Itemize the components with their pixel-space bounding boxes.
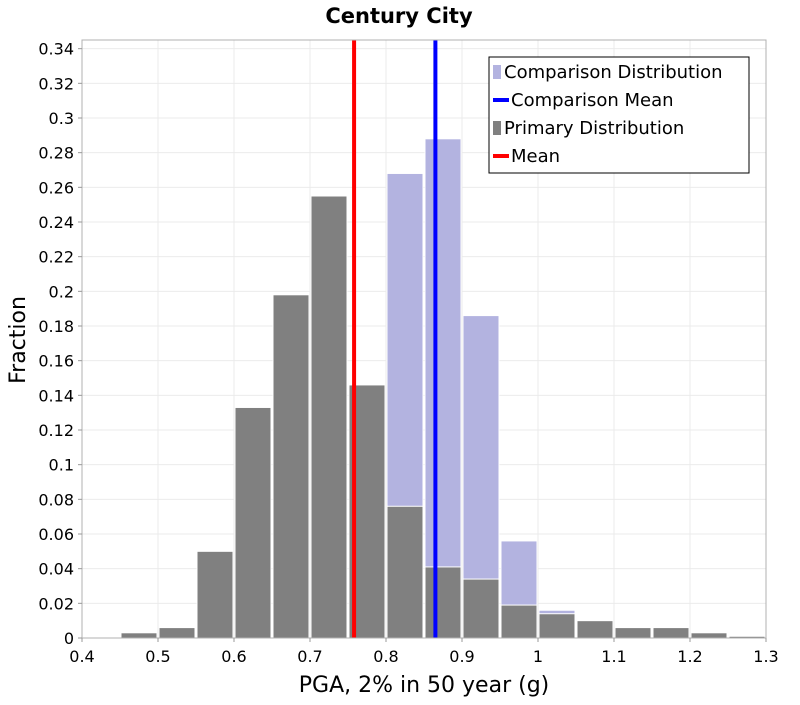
bar-primary-distribution: [310, 195, 348, 639]
legend-label: Comparison Mean: [511, 90, 674, 111]
x-tick-label: 0.8: [373, 647, 398, 666]
y-tick-label: 0.28: [38, 144, 74, 163]
legend-box: [488, 56, 750, 174]
bars: [120, 138, 766, 639]
bar-primary-distribution: [234, 406, 272, 639]
y-tick-label: 0.08: [38, 490, 74, 509]
bar-primary-distribution: [538, 613, 576, 639]
y-tick-label: 0.34: [38, 40, 74, 59]
legend-swatch: [493, 65, 501, 79]
x-tick-label: 1.2: [677, 647, 702, 666]
y-tick-label: 0.18: [38, 317, 74, 336]
y-tick-label: 0.3: [49, 109, 74, 128]
y-tick-label: 0: [64, 629, 74, 648]
bar-primary-distribution: [120, 632, 158, 639]
bar-primary-distribution: [500, 604, 538, 639]
y-axis-ticks: 0 0.02 0.04 0.06 0.08 0.1 0.12 0.14 0.16 0.18 0.2 0…: [38, 40, 82, 648]
bar-primary-distribution: [196, 550, 234, 639]
mean-lines: [352, 40, 438, 638]
y-tick-label: 0.02: [38, 594, 74, 613]
y-tick-label: 0.14: [38, 386, 74, 405]
plot-frame: [81, 39, 767, 639]
legend-label: Comparison Distribution: [504, 62, 723, 83]
y-tick-label: 0.26: [38, 178, 74, 197]
legend-label: Mean: [511, 146, 560, 167]
y-tick-label: 0.24: [38, 213, 74, 232]
grid: [81, 40, 767, 639]
y-tick-label: 0.06: [38, 525, 74, 544]
x-tick-label: 0.6: [221, 647, 246, 666]
bar-primary-distribution: [158, 627, 196, 639]
y-tick-label: 0.1: [49, 456, 74, 475]
bar-primary-distribution: [576, 620, 614, 639]
legend: Comparison Distribution Comparison Mean Pr…: [488, 56, 750, 174]
chart-title: Century City: [325, 4, 473, 28]
bar-primary-distribution: [652, 627, 690, 639]
legend-label: Primary Distribution: [504, 118, 684, 139]
x-tick-label: 0.9: [449, 647, 474, 666]
x-axis-ticks: 0.4 0.5 0.6 0.7 0.8 0.9 1 1.1 1.2 1.3: [69, 638, 779, 666]
y-tick-label: 0.2: [49, 282, 74, 301]
y-tick-label: 0.16: [38, 352, 74, 371]
y-tick-label: 0.12: [38, 421, 74, 440]
y-tick-label: 0.04: [38, 560, 74, 579]
bar-primary-distribution: [386, 505, 424, 639]
bar-primary-distribution: [462, 578, 500, 639]
x-tick-label: 0.5: [145, 647, 170, 666]
x-tick-label: 0.4: [69, 647, 94, 666]
x-tick-label: 0.7: [297, 647, 322, 666]
bar-primary-distribution: [272, 294, 310, 639]
legend-swatch: [493, 121, 501, 135]
x-tick-label: 1.3: [753, 647, 778, 666]
bar-primary-distribution: [424, 566, 462, 639]
bar-comparison-distribution: [424, 138, 462, 639]
bar-primary-distribution: [614, 627, 652, 639]
bar-primary-distribution: [690, 632, 728, 639]
y-tick-label: 0.32: [38, 74, 74, 93]
x-tick-label: 1.1: [601, 647, 626, 666]
x-axis-label: PGA, 2% in 50 year (g): [299, 673, 550, 698]
x-tick-label: 1: [533, 647, 543, 666]
y-axis-label: Fraction: [6, 296, 31, 384]
y-tick-label: 0.22: [38, 248, 74, 267]
